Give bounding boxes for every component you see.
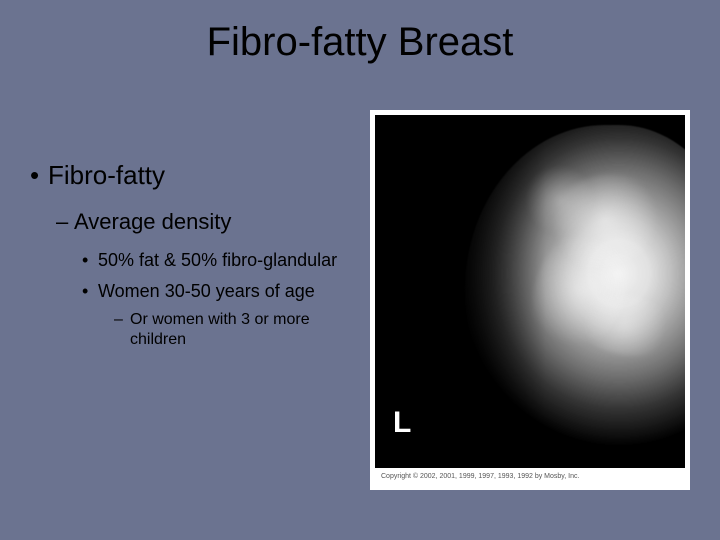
bullet-content: Fibro-fatty Average density 50% fat & 50… [30, 160, 360, 356]
bullet-level1: Fibro-fatty [30, 160, 360, 191]
mammogram-frame: L Copyright © 2002, 2001, 1999, 1997, 19… [370, 110, 690, 490]
bullet-level3-b: Women 30-50 years of age [82, 280, 360, 303]
bullet-level2: Average density [56, 209, 360, 235]
slide-title: Fibro-fatty Breast [0, 20, 720, 65]
laterality-marker: L [393, 406, 411, 440]
copyright-strip: Copyright © 2002, 2001, 1999, 1997, 1993… [375, 468, 685, 485]
bullet-level4: Or women with 3 or more children [114, 310, 360, 350]
mammogram-image: L [375, 115, 685, 468]
bullet-level3-a: 50% fat & 50% fibro-glandular [82, 249, 360, 272]
